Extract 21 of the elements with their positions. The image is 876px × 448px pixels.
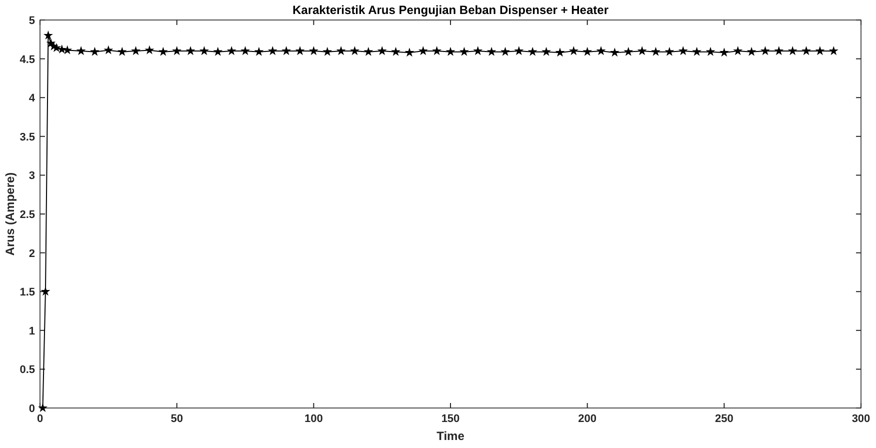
y-tick-label: 1 [28,325,35,338]
y-tick-label: 0 [28,403,35,415]
y-tick-label: 2.5 [20,209,35,221]
x-tick-label: 200 [578,413,597,425]
y-tick-label: 3.5 [20,131,35,144]
y-tick-label: 0.5 [20,364,35,376]
y-tick-label: 4 [28,92,36,105]
x-tick-label: 300 [852,413,870,425]
y-tick-label: 5 [28,15,35,27]
y-tick-label: 3 [28,170,35,182]
y-tick-label: 1.5 [20,286,35,299]
x-axis-title: Time [436,429,465,443]
x-tick-label: 0 [36,413,44,425]
x-tick-label: 100 [304,413,323,425]
x-tick-label: 50 [170,413,183,425]
x-tick-label: 150 [441,413,460,425]
y-tick-label: 4.5 [20,54,35,66]
chart-title: Karakteristik Arus Pengujian Beban Dispenser + Heater [292,3,609,17]
y-axis-title: Arus (Ampere) [3,172,17,256]
x-tick-label: 250 [714,413,734,425]
y-tick-label: 2 [28,248,35,260]
